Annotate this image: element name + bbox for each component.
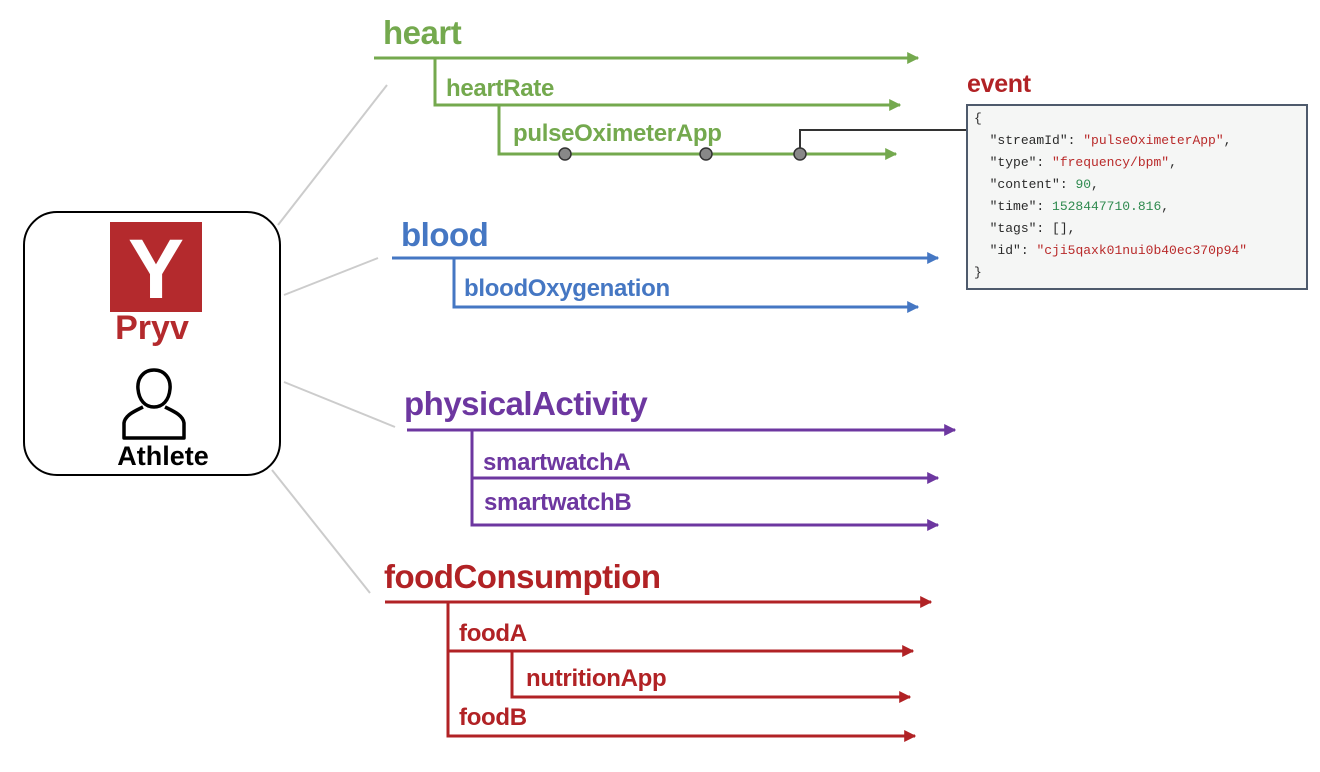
json-fields: "streamId": "pulseOximeterApp", "type": … — [974, 130, 1300, 262]
nutrition-app-arrow[interactable] — [510, 651, 912, 703]
stream-food-consumption-lines — [385, 596, 933, 742]
json-value: "cji5qaxk01nui0b40ec370p94" — [1036, 243, 1248, 258]
stream-label-food-consumption[interactable]: foodConsumption — [384, 558, 661, 595]
json-value: 1528447710.816 — [1052, 199, 1162, 214]
json-key: "streamId" — [989, 133, 1068, 148]
json-key: "id" — [989, 243, 1021, 258]
pryv-brand-name: Pryv — [115, 309, 189, 347]
stream-label-physical-activity[interactable]: physicalActivity — [404, 385, 648, 422]
event-dot[interactable] — [558, 147, 572, 161]
stream-label-food-a[interactable]: foodA — [459, 620, 527, 647]
json-key: "tags" — [989, 221, 1037, 236]
json-value: "frequency/bpm" — [1052, 155, 1170, 170]
stream-label-pulse-oximeter-app[interactable]: pulseOximeterApp — [513, 120, 722, 147]
account-contents: Pryv — [23, 211, 281, 476]
json-field: "content": 90, — [989, 177, 1099, 192]
account-connectors — [271, 84, 396, 594]
pryv-logo-icon: Y — [110, 222, 202, 312]
json-value: "pulseOximeterApp" — [1083, 133, 1224, 148]
pryv-logo-letter: Y — [128, 222, 184, 312]
json-close-brace: } — [974, 265, 982, 280]
event-markers — [558, 147, 807, 161]
stream-label-heart-rate[interactable]: heartRate — [446, 75, 555, 102]
json-open-brace: { — [974, 111, 982, 126]
pulse-oximeter-app-arrow[interactable] — [497, 105, 898, 160]
athlete-label: Athlete — [117, 441, 209, 471]
blood-oxygenation-arrow[interactable] — [452, 258, 920, 313]
event-dot[interactable] — [793, 147, 807, 161]
stream-label-smartwatch-a[interactable]: smartwatchA — [483, 449, 631, 476]
json-key: "type" — [989, 155, 1037, 170]
stream-physical-activity-lines — [407, 424, 957, 531]
json-value: [] — [1052, 221, 1068, 236]
event-json-panel: { "streamId": "pulseOximeterApp", "type"… — [966, 104, 1308, 290]
food-b-arrow[interactable] — [446, 651, 917, 742]
event-dot[interactable] — [699, 147, 713, 161]
stream-label-food-b[interactable]: foodB — [459, 704, 527, 731]
event-leader-line — [799, 129, 966, 152]
connector-heart — [277, 84, 388, 226]
smartwatch-b-arrow[interactable] — [470, 478, 940, 531]
json-field: "tags": [], — [989, 221, 1076, 236]
connector-food-consumption — [271, 469, 371, 594]
connector-blood — [283, 257, 379, 296]
json-field: "time": 1528447710.816, — [989, 199, 1170, 214]
json-field: "id": "cji5qaxk01nui0b40ec370p94" — [989, 243, 1248, 258]
pryv-logo-background — [110, 222, 202, 312]
json-field: "streamId": "pulseOximeterApp", — [989, 133, 1232, 148]
json-value: 90 — [1075, 177, 1092, 192]
json-field: "type": "frequency/bpm", — [989, 155, 1177, 170]
stream-label-smartwatch-b[interactable]: smartwatchB — [484, 489, 632, 516]
stream-label-nutrition-app[interactable]: nutritionApp — [526, 665, 667, 692]
json-key: "content" — [989, 177, 1060, 192]
stream-label-blood-oxygenation[interactable]: bloodOxygenation — [464, 275, 670, 302]
stream-label-blood[interactable]: blood — [401, 216, 489, 253]
heart-rate-arrow[interactable] — [433, 58, 902, 111]
stream-heart-lines — [374, 52, 920, 160]
json-key: "time" — [989, 199, 1037, 214]
stream-label-heart[interactable]: heart — [383, 14, 462, 51]
event-title: event — [967, 70, 1031, 98]
connector-physical-activity — [283, 381, 396, 428]
user-icon — [122, 368, 186, 440]
stream-blood-lines — [392, 252, 940, 313]
